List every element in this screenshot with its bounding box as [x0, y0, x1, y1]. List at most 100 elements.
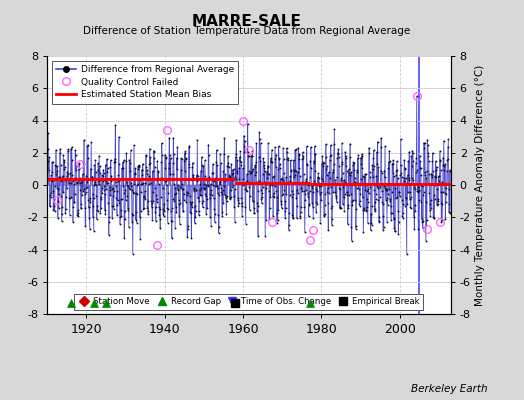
Point: [219, 187, 227, 193]
Point: [127, 183, 135, 190]
Point: [433, 186, 441, 192]
Point: [141, 153, 150, 160]
Point: [224, 153, 232, 159]
Point: [303, 162, 311, 168]
Point: [320, 212, 328, 218]
Point: [353, 168, 361, 175]
Point: [244, 153, 253, 159]
Point: [147, 198, 156, 204]
Point: [202, 192, 210, 199]
Point: [338, 140, 346, 147]
Point: [390, 228, 399, 235]
Point: [316, 182, 324, 188]
Point: [77, 205, 85, 211]
Point: [444, 136, 453, 142]
Point: [221, 178, 230, 184]
Point: [135, 214, 144, 220]
Point: [362, 208, 370, 214]
Point: [50, 203, 58, 210]
Point: [423, 217, 431, 223]
Point: [362, 207, 370, 213]
Point: [172, 204, 180, 210]
Point: [386, 203, 395, 209]
Point: [403, 180, 411, 186]
Point: [376, 194, 384, 201]
Point: [308, 200, 316, 206]
Point: [194, 207, 203, 214]
Point: [183, 192, 191, 198]
Point: [51, 171, 60, 177]
Point: [403, 201, 411, 208]
Point: [124, 204, 133, 211]
Point: [125, 156, 134, 163]
Point: [161, 152, 169, 158]
Point: [126, 168, 135, 174]
Point: [242, 187, 250, 193]
Point: [270, 194, 278, 200]
Point: [331, 180, 340, 186]
Point: [204, 141, 213, 148]
Point: [191, 220, 199, 226]
Point: [80, 161, 88, 167]
Point: [174, 185, 182, 192]
Point: [345, 170, 354, 176]
Point: [241, 137, 249, 144]
Point: [438, 200, 446, 207]
Point: [212, 147, 221, 153]
Point: [154, 168, 162, 174]
Point: [395, 218, 403, 225]
Point: [407, 153, 416, 160]
Point: [296, 215, 304, 222]
Y-axis label: Monthly Temperature Anomaly Difference (°C): Monthly Temperature Anomaly Difference (…: [475, 64, 485, 306]
Point: [302, 176, 311, 182]
Point: [334, 154, 343, 160]
Point: [61, 210, 70, 216]
Point: [134, 162, 143, 169]
Point: [278, 190, 287, 197]
Point: [347, 237, 356, 244]
Point: [339, 169, 347, 176]
Point: [46, 203, 54, 209]
Point: [141, 180, 150, 186]
Point: [151, 208, 159, 215]
Point: [81, 223, 90, 230]
Point: [112, 183, 120, 190]
Point: [139, 180, 147, 186]
Point: [322, 172, 331, 178]
Point: [288, 215, 297, 222]
Point: [192, 187, 201, 194]
Point: [443, 168, 451, 174]
Point: [280, 179, 288, 186]
Point: [267, 155, 275, 161]
Point: [373, 183, 381, 189]
Point: [382, 186, 390, 193]
Point: [379, 224, 388, 230]
Point: [53, 184, 61, 191]
Point: [310, 158, 318, 164]
Point: [82, 185, 90, 191]
Point: [212, 183, 220, 189]
Point: [258, 190, 267, 196]
Point: [271, 144, 279, 150]
Point: [442, 185, 451, 191]
Point: [442, 198, 450, 205]
Point: [303, 182, 312, 188]
Point: [114, 172, 123, 179]
Point: [320, 160, 328, 166]
Point: [334, 146, 343, 153]
Point: [50, 208, 59, 214]
Point: [161, 155, 170, 161]
Point: [189, 172, 198, 178]
Point: [63, 168, 71, 175]
Point: [181, 168, 189, 174]
Point: [130, 142, 138, 148]
Point: [397, 162, 405, 168]
Point: [358, 172, 367, 179]
Point: [49, 207, 58, 214]
Point: [156, 216, 165, 222]
Point: [86, 199, 94, 205]
Point: [425, 201, 434, 207]
Point: [245, 168, 253, 175]
Point: [445, 209, 453, 216]
Point: [420, 171, 429, 178]
